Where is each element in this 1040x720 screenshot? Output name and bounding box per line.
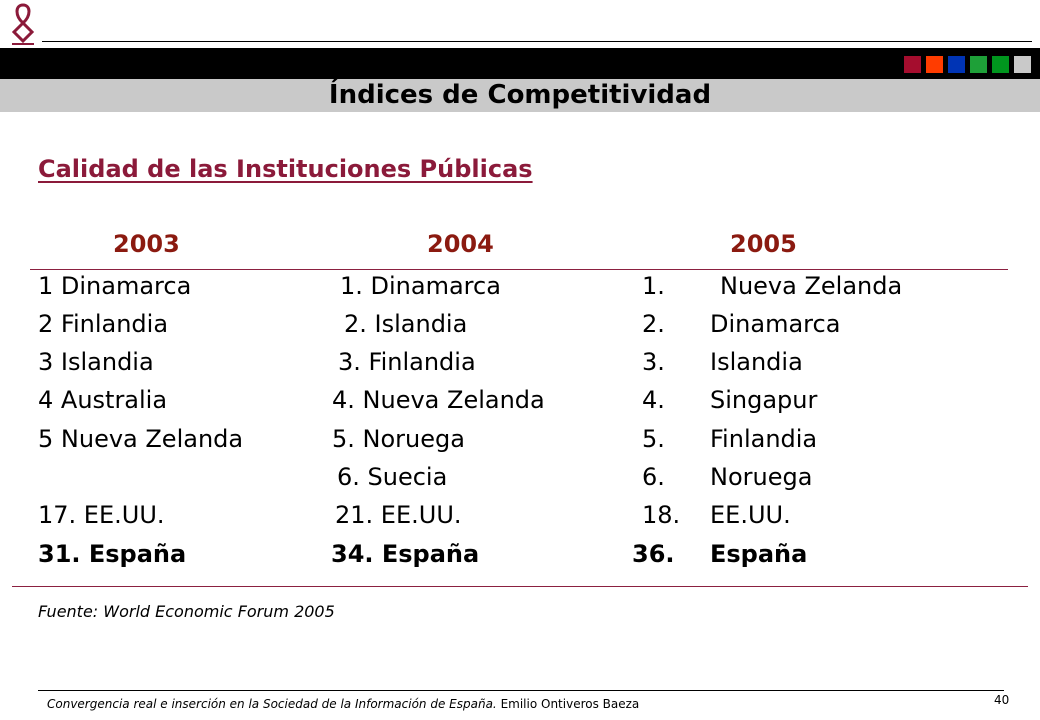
row-2004-spain: 34. España [331, 540, 480, 568]
color-square [926, 56, 943, 73]
country-2005: Noruega [710, 463, 813, 491]
country-2005: Nueva Zelanda [720, 272, 903, 300]
row-2004: 2. Islandia [344, 310, 468, 338]
row-2004: 21. EE.UU. [335, 501, 462, 529]
footer-text: Convergencia real e inserción en la Soci… [47, 697, 639, 711]
year-2004: 2004 [427, 230, 494, 258]
slide-title: Índices de Competitividad [328, 80, 712, 110]
row-2004: 4. Nueva Zelanda [332, 386, 545, 414]
rank-2005: 1. [642, 272, 665, 300]
rank-2005: 18. [642, 501, 681, 529]
row-2004: 3. Finlandia [338, 348, 476, 376]
footer-rule [38, 690, 1004, 691]
color-square [992, 56, 1009, 73]
row-2003: 5 Nueva Zelanda [38, 425, 244, 453]
color-square [970, 56, 987, 73]
rank-2005: 6. [642, 463, 665, 491]
rank-2005: 3. [642, 348, 665, 376]
source-note: Fuente: World Economic Forum 2005 [38, 602, 335, 621]
page-number: 40 [994, 693, 1010, 707]
country-2005: Dinamarca [710, 310, 841, 338]
row-2004: 5. Noruega [332, 425, 465, 453]
color-square [1014, 56, 1031, 73]
row-2004: 6. Suecia [337, 463, 448, 491]
year-2003: 2003 [113, 230, 180, 258]
color-square [904, 56, 921, 73]
logo-icon [11, 3, 35, 45]
top-rule [42, 41, 1032, 42]
year-2005: 2005 [730, 230, 797, 258]
rank-2005: 5. [642, 425, 665, 453]
country-2005: Singapur [710, 386, 818, 414]
country-2005: Islandia [710, 348, 803, 376]
rank-2005: 2. [642, 310, 665, 338]
row-2003: 4 Australia [38, 386, 168, 414]
header-black-band [0, 48, 1040, 79]
footer-author: Emilio Ontiveros Baeza [500, 697, 640, 711]
rank-2005-spain: 36. [632, 540, 675, 568]
country-2005-spain: España [710, 540, 808, 568]
row-2003: 17. EE.UU. [38, 501, 165, 529]
row-2003: 1 Dinamarca [38, 272, 192, 300]
header-gray-band [0, 79, 1040, 112]
row-2003-spain: 31. España [38, 540, 187, 568]
color-square [948, 56, 965, 73]
color-squares [904, 56, 1031, 73]
country-2005: Finlandia [710, 425, 818, 453]
section-subtitle: Calidad de las Instituciones Públicas [38, 155, 533, 183]
rank-2005: 4. [642, 386, 665, 414]
row-2003: 2 Finlandia [38, 310, 169, 338]
table-bottom-rule [12, 586, 1028, 587]
country-2005: EE.UU. [710, 501, 791, 529]
row-2003: 3 Islandia [38, 348, 154, 376]
footer-title: Convergencia real e inserción en la Soci… [47, 697, 497, 711]
row-2004: 1. Dinamarca [340, 272, 501, 300]
table-header-rule [30, 269, 1008, 270]
